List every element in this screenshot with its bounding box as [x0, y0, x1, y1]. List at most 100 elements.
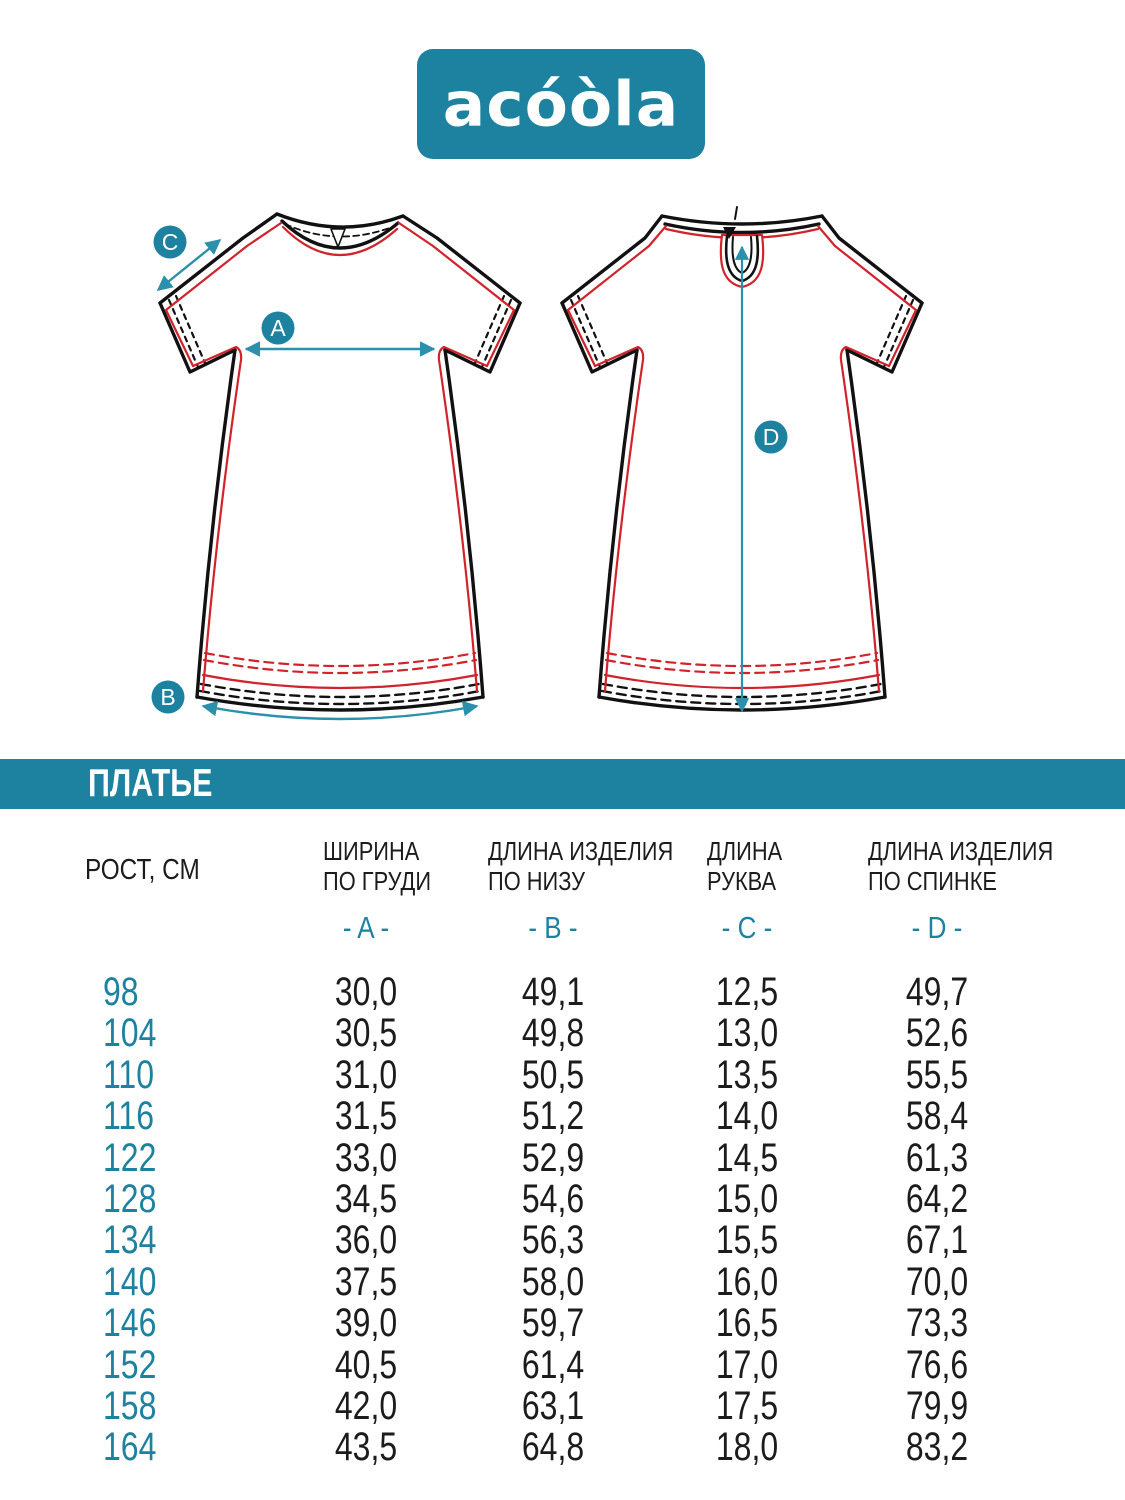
value-cell: 49,8 — [521, 1011, 585, 1056]
column-letter-b: - B - — [528, 910, 578, 945]
front-hem-seam-stitches — [202, 651, 478, 675]
value-cell: 63,1 — [521, 1384, 585, 1428]
table-row: 158 42,0 63,1 17,5 79,9 — [0, 1386, 1125, 1427]
column-header-a-line1: ШИРИНА — [323, 836, 420, 866]
value-cell: 18,0 — [715, 1425, 779, 1470]
value-cell: 83,2 — [905, 1425, 969, 1470]
value-cell: 14,5 — [715, 1135, 779, 1180]
measurement-arrows — [156, 239, 750, 721]
dress-diagram: C A B D — [151, 206, 924, 721]
value-cell: 61,4 — [521, 1342, 585, 1387]
value-cell: 67,1 — [905, 1218, 969, 1263]
value-cell: 49,7 — [905, 970, 969, 1014]
value-cell: 17,0 — [715, 1342, 779, 1387]
column-letter-c: - C - — [721, 910, 773, 945]
value-cell: 16,0 — [715, 1259, 779, 1304]
value-cell: 31,5 — [334, 1094, 398, 1139]
value-cell: 37,5 — [334, 1259, 398, 1304]
section-title: ПЛАТЬЕ — [88, 762, 213, 805]
value-cell: 54,6 — [521, 1177, 585, 1221]
table-row: 116 31,5 51,2 14,0 58,4 — [0, 1096, 1125, 1137]
column-header-c-line2: РУКВА — [707, 866, 777, 896]
value-cell: 49,1 — [521, 970, 585, 1014]
value-cell: 70,0 — [905, 1259, 969, 1304]
column-letter-a: - A - — [342, 910, 390, 945]
column-header-c-line1: ДЛИНА — [707, 836, 783, 866]
dress-back-outline — [560, 206, 924, 712]
value-cell: 17,5 — [715, 1384, 779, 1428]
value-cell: 61,3 — [905, 1135, 969, 1180]
value-cell: 79,9 — [905, 1384, 969, 1428]
value-cell: 14,0 — [715, 1094, 779, 1139]
brand-logo: acóòla — [417, 49, 705, 159]
value-cell: 56,3 — [521, 1218, 585, 1263]
column-header-d-line2: ПО СПИНКЕ — [868, 866, 997, 896]
value-cell: 36,0 — [334, 1218, 398, 1263]
marker-letter-d: D — [763, 424, 780, 450]
value-cell: 30,5 — [334, 1011, 398, 1056]
marker-letter-b: B — [160, 684, 175, 710]
marker-letter-c: C — [162, 229, 179, 255]
front-neck-notch — [330, 228, 346, 248]
height-cell: 146 — [103, 1301, 157, 1346]
measure-marker-d: D — [754, 420, 788, 454]
height-cell: 140 — [103, 1259, 157, 1304]
column-header-d: ДЛИНА ИЗДЕЛИЯ ПО СПИНКЕ — [868, 836, 1053, 896]
value-cell: 13,5 — [715, 1052, 779, 1097]
back-cuff-stitches — [569, 294, 915, 369]
column-header-a: ШИРИНА ПО ГРУДИ — [323, 836, 431, 896]
table-row: 110 31,0 50,5 13,5 55,5 — [0, 1052, 1125, 1097]
column-header-a-line2: ПО ГРУДИ — [323, 866, 432, 896]
value-cell: 42,0 — [334, 1384, 398, 1428]
value-cell: 50,5 — [521, 1052, 585, 1097]
value-cell: 64,2 — [905, 1177, 969, 1221]
value-cell: 59,7 — [521, 1301, 585, 1346]
value-cell: 33,0 — [334, 1135, 398, 1180]
height-cell: 158 — [103, 1384, 157, 1428]
height-cell: 164 — [103, 1425, 157, 1470]
column-header-b: ДЛИНА ИЗДЕЛИЯ ПО НИЗУ — [488, 836, 673, 896]
height-cell: 116 — [103, 1094, 155, 1139]
value-cell: 13,0 — [715, 1011, 779, 1056]
height-cell: 122 — [103, 1135, 157, 1180]
measure-arrow-c — [156, 239, 222, 291]
height-cell: 110 — [103, 1052, 155, 1097]
column-header-d-line1: ДЛИНА ИЗДЕЛИЯ — [868, 836, 1054, 866]
marker-letter-a: A — [270, 315, 286, 341]
front-cuff-stitches — [167, 294, 513, 369]
table-row: 98 30,0 49,1 12,5 49,7 — [0, 972, 1125, 1013]
height-cell: 134 — [103, 1218, 157, 1263]
column-header-b-line1: ДЛИНА ИЗДЕЛИЯ — [488, 836, 674, 866]
column-letter-d: - D - — [911, 910, 963, 945]
column-header-c: ДЛИНА РУКВА — [707, 836, 782, 896]
value-cell: 31,0 — [334, 1052, 398, 1097]
value-cell: 12,5 — [715, 970, 779, 1014]
dress-front-outline — [158, 212, 522, 712]
value-cell: 15,0 — [715, 1177, 779, 1221]
value-cell: 40,5 — [334, 1342, 398, 1387]
value-cell: 76,6 — [905, 1342, 969, 1387]
value-cell: 55,5 — [905, 1052, 969, 1097]
value-cell: 58,0 — [521, 1259, 585, 1304]
value-cell: 39,0 — [334, 1301, 398, 1346]
height-cell: 98 — [103, 970, 139, 1014]
back-seam-lines — [566, 224, 918, 693]
brand-logo-text: acóòla — [442, 68, 680, 140]
height-cell: 152 — [103, 1342, 157, 1387]
height-cell: 104 — [103, 1011, 157, 1056]
value-cell: 15,5 — [715, 1218, 779, 1263]
section-title-bar: ПЛАТЬЕ — [0, 759, 1125, 809]
value-cell: 52,6 — [905, 1011, 969, 1056]
measure-marker-a: A — [261, 311, 295, 345]
value-cell: 58,4 — [905, 1094, 969, 1139]
table-row: 134 36,0 56,3 15,5 67,1 — [0, 1220, 1125, 1261]
table-row: 104 30,5 49,8 13,0 52,6 — [0, 1013, 1125, 1054]
measure-arrow-b — [201, 700, 479, 721]
value-cell: 16,5 — [715, 1301, 779, 1346]
measure-marker-c: C — [153, 225, 187, 259]
measure-marker-b: B — [151, 680, 185, 714]
column-header-b-line2: ПО НИЗУ — [488, 866, 586, 896]
value-cell: 34,5 — [334, 1177, 398, 1221]
height-cell: 128 — [103, 1177, 157, 1221]
